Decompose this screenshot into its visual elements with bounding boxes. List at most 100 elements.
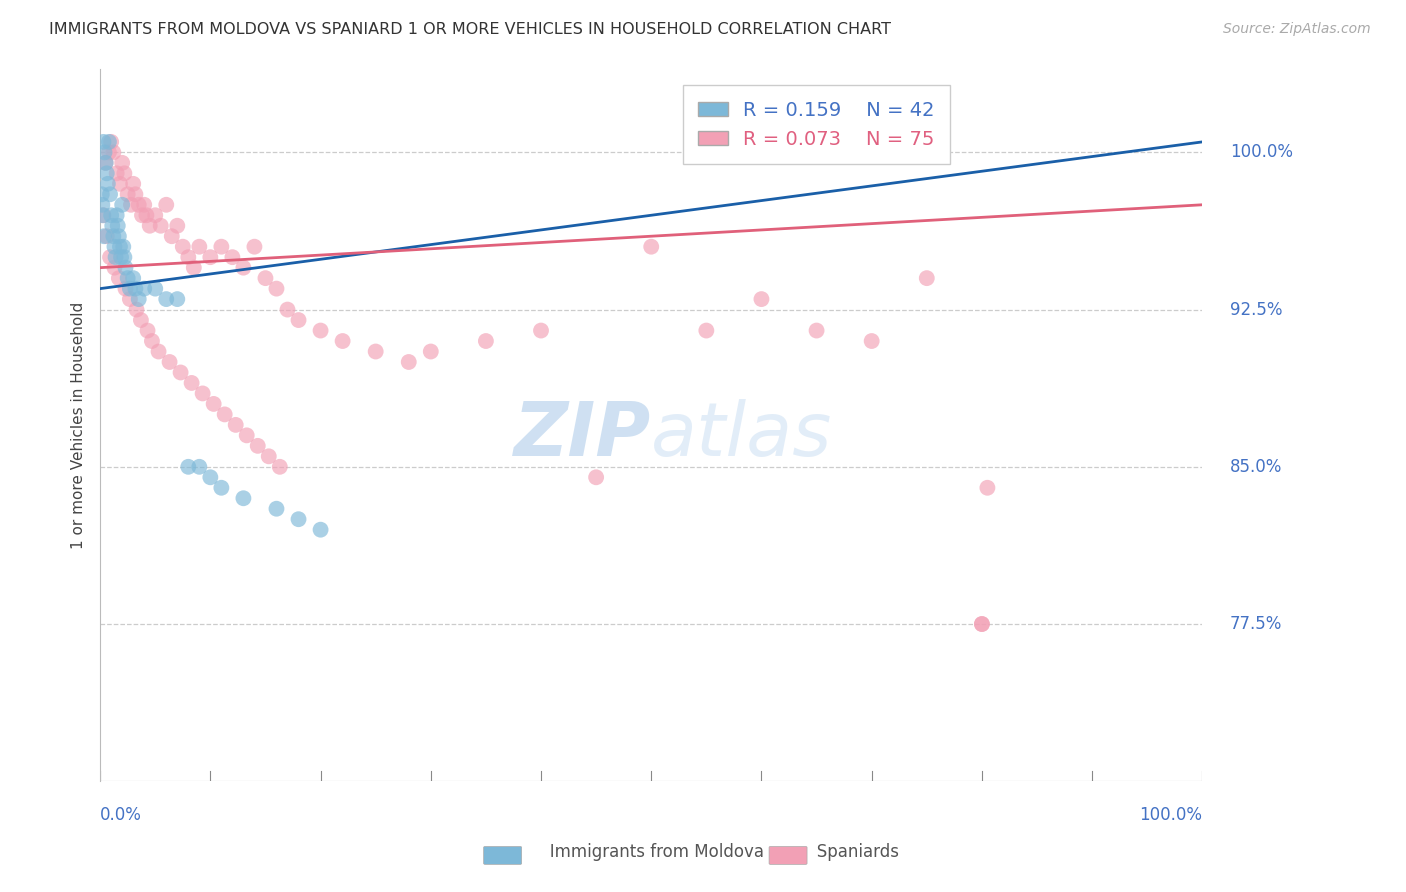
Point <box>200 250 222 264</box>
Point <box>243 240 266 254</box>
Point <box>266 501 288 516</box>
Point <box>103 240 125 254</box>
Text: 92.5%: 92.5% <box>1230 301 1282 318</box>
Point <box>188 459 211 474</box>
Point <box>108 229 131 244</box>
Point <box>93 135 115 149</box>
Text: atlas: atlas <box>651 400 832 471</box>
Point <box>131 208 153 222</box>
Point <box>155 198 177 212</box>
Text: 100.0%: 100.0% <box>1139 806 1202 824</box>
Y-axis label: 1 or more Vehicles in Household: 1 or more Vehicles in Household <box>72 301 86 549</box>
Point <box>128 198 150 212</box>
Point <box>118 292 141 306</box>
Point <box>640 240 662 254</box>
Point <box>135 208 157 222</box>
Point <box>166 292 188 306</box>
Point <box>309 324 332 338</box>
Point <box>209 481 232 495</box>
Point <box>232 491 254 506</box>
Point <box>117 271 139 285</box>
Point <box>225 417 247 432</box>
Point <box>177 459 200 474</box>
Point <box>105 166 128 180</box>
Point <box>235 428 257 442</box>
Point <box>806 324 828 338</box>
Point <box>585 470 607 484</box>
Point <box>183 260 205 275</box>
Point <box>128 292 150 306</box>
Point <box>108 271 131 285</box>
Point <box>695 324 717 338</box>
Point <box>254 271 277 285</box>
Point <box>143 282 166 296</box>
Point <box>287 512 309 526</box>
Point <box>202 397 225 411</box>
Point <box>122 271 145 285</box>
Point <box>93 229 115 244</box>
Point <box>143 208 166 222</box>
Point <box>103 145 125 160</box>
Point <box>96 166 118 180</box>
Point <box>159 355 181 369</box>
Point <box>155 292 177 306</box>
Point <box>93 145 115 160</box>
Point <box>269 459 291 474</box>
Point <box>970 617 993 632</box>
Point <box>108 177 131 191</box>
Point <box>138 219 160 233</box>
Point <box>112 240 135 254</box>
Point <box>101 219 124 233</box>
Point <box>136 324 159 338</box>
Text: 85.0%: 85.0% <box>1230 458 1282 475</box>
Point <box>232 260 254 275</box>
Point <box>124 282 146 296</box>
Point <box>100 135 122 149</box>
Point <box>915 271 938 285</box>
Point <box>120 198 142 212</box>
Point <box>160 229 183 244</box>
Point <box>98 250 121 264</box>
Point <box>970 617 993 632</box>
Point <box>100 208 122 222</box>
Point <box>751 292 773 306</box>
Point <box>134 198 156 212</box>
Point <box>287 313 309 327</box>
Point <box>200 470 222 484</box>
Point <box>309 523 332 537</box>
Point <box>246 439 269 453</box>
Point <box>148 344 170 359</box>
Point <box>114 282 136 296</box>
Point <box>114 260 136 275</box>
Point <box>169 366 191 380</box>
Point <box>124 187 146 202</box>
Point <box>266 282 288 296</box>
Point <box>419 344 441 359</box>
Point <box>117 187 139 202</box>
Point <box>94 156 117 170</box>
Point <box>214 408 236 422</box>
Text: IMMIGRANTS FROM MOLDOVA VS SPANIARD 1 OR MORE VEHICLES IN HOUSEHOLD CORRELATION : IMMIGRANTS FROM MOLDOVA VS SPANIARD 1 OR… <box>49 22 891 37</box>
Point <box>97 135 120 149</box>
Point <box>257 450 280 464</box>
Text: Source: ZipAtlas.com: Source: ZipAtlas.com <box>1223 22 1371 37</box>
Point <box>180 376 202 390</box>
Point <box>332 334 354 348</box>
Point <box>191 386 214 401</box>
Point <box>98 187 121 202</box>
Point <box>188 240 211 254</box>
Point <box>107 219 129 233</box>
Point <box>860 334 883 348</box>
Text: 100.0%: 100.0% <box>1230 144 1294 161</box>
Point <box>141 334 163 348</box>
Point <box>475 334 498 348</box>
Text: ZIP: ZIP <box>515 399 651 472</box>
Point <box>94 156 117 170</box>
Point <box>398 355 420 369</box>
Legend: R = 0.159    N = 42, R = 0.073    N = 75: R = 0.159 N = 42, R = 0.073 N = 75 <box>683 86 950 164</box>
Point <box>97 177 120 191</box>
Point <box>108 240 131 254</box>
Text: 77.5%: 77.5% <box>1230 615 1282 633</box>
Point <box>96 229 118 244</box>
Point <box>166 219 188 233</box>
